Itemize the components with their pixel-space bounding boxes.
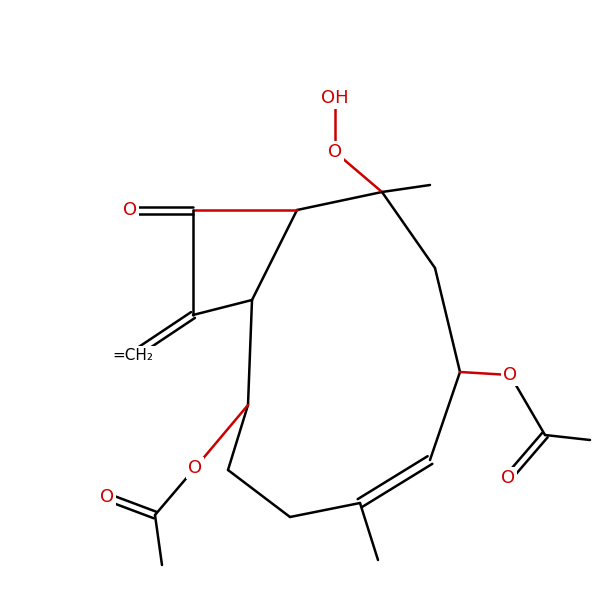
Text: O: O — [100, 488, 114, 506]
Text: =CH₂: =CH₂ — [113, 347, 154, 362]
Text: O: O — [188, 459, 202, 477]
Text: OH: OH — [321, 89, 349, 107]
Text: O: O — [501, 469, 515, 487]
Text: O: O — [328, 143, 342, 161]
Text: O: O — [503, 366, 517, 384]
Text: O: O — [123, 201, 137, 219]
